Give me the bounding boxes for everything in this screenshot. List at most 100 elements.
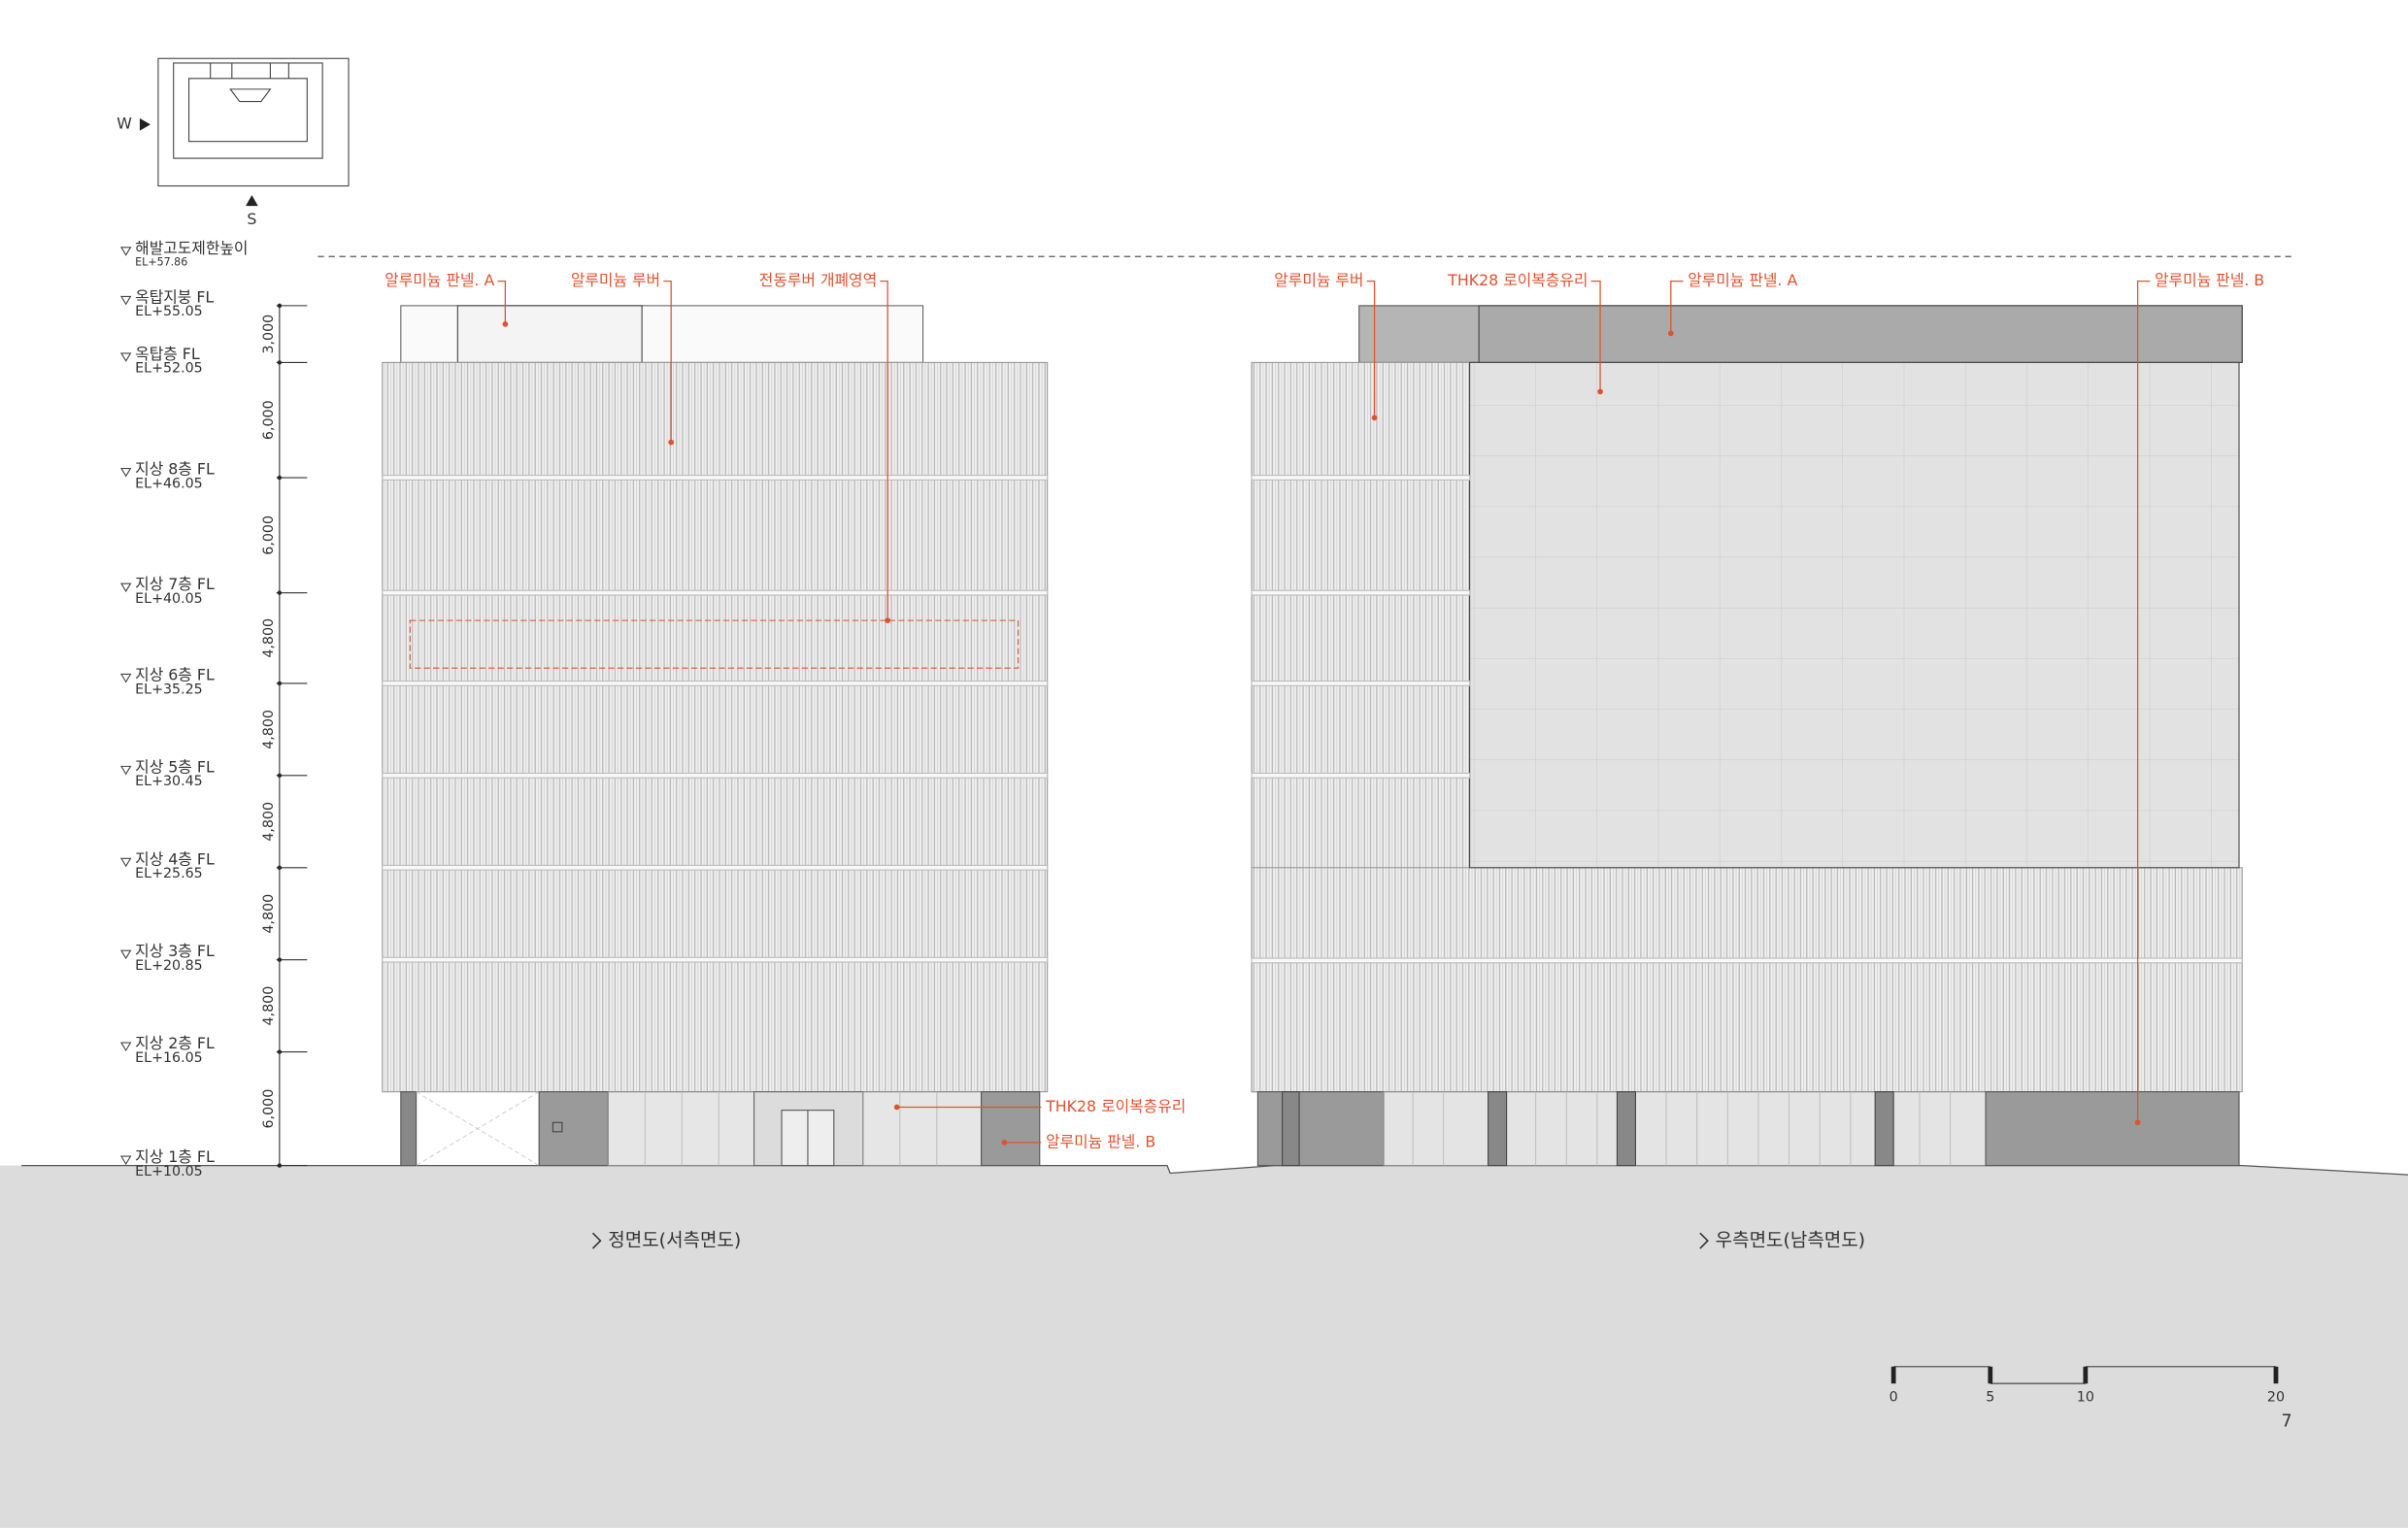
glass	[862, 1091, 983, 1167]
annotation: THK28 로이복층유리	[1045, 1097, 1186, 1115]
level-name: 지상 3층 FL	[135, 942, 215, 960]
caption-chevron	[1699, 1232, 1709, 1249]
panel-detail	[552, 1121, 563, 1133]
key-plan-outline	[173, 62, 323, 159]
dimension-label: 4,800	[261, 986, 277, 1026]
west-arrow	[139, 117, 150, 131]
level-name: 옥탑층 FL	[135, 345, 200, 363]
level-name: 지상 6층 FL	[135, 666, 215, 684]
dark-panel	[538, 1091, 609, 1167]
leader-line	[497, 280, 506, 324]
glass	[1383, 1091, 1987, 1167]
page-number: 7	[2282, 1412, 2292, 1432]
leader-dot	[1001, 1140, 1008, 1146]
level-marker	[119, 1155, 132, 1166]
glass	[607, 1091, 755, 1167]
floor-band	[382, 475, 1049, 481]
annotation: 알루미늄 판넬. B	[1046, 1132, 1155, 1150]
motorized-louver-zone	[409, 619, 1020, 669]
leader-line	[1670, 280, 1684, 334]
scale-label: 20	[2267, 1389, 2285, 1405]
level-marker	[119, 582, 132, 593]
column	[1282, 1091, 1300, 1167]
level-elevation: EL+40.05	[135, 591, 203, 607]
column	[1616, 1091, 1636, 1167]
floor-band	[1251, 772, 1471, 779]
louver-facade	[1251, 867, 2243, 1093]
caption: 정면도(서측면도)	[608, 1230, 741, 1251]
level-elevation: EL+30.45	[135, 774, 203, 789]
south-arrow	[246, 195, 258, 207]
scale-tick	[1988, 1366, 1993, 1384]
key-plan-frame	[157, 57, 350, 187]
leader-dot	[1667, 330, 1674, 337]
level-name: 지상 4층 FL	[135, 849, 215, 868]
dimension-label: 4,800	[261, 894, 277, 934]
level-name: 옥탑지붕 FL	[135, 287, 214, 306]
scale-label: 10	[2077, 1389, 2094, 1405]
dimension-label: 6,000	[261, 1089, 277, 1129]
level-marker	[119, 1042, 132, 1052]
dimension-label: 4,800	[261, 618, 277, 658]
louver-facade	[382, 361, 1049, 1093]
level-name: 지상 8층 FL	[135, 460, 215, 479]
level-marker	[119, 352, 132, 362]
dimension-label: 4,800	[261, 802, 277, 842]
leader-dot	[2134, 1119, 2141, 1126]
annotation: THK28 로이복층유리	[1447, 271, 1588, 289]
dimension-label: 3,000	[261, 315, 277, 354]
dark-panel	[1256, 1091, 1385, 1167]
level-elevation: EL+52.05	[135, 361, 203, 377]
floor-band	[1251, 957, 2243, 964]
scale-bar	[1893, 1366, 2276, 1384]
level-elevation: EL+25.65	[135, 866, 203, 881]
dimension-label: 6,000	[261, 515, 277, 555]
floor-band	[1251, 475, 1471, 481]
leader-dot	[885, 617, 891, 623]
level-name: 지상 1층 FL	[135, 1147, 215, 1166]
annotation: 전동루버 개폐영역	[759, 271, 877, 289]
level-name: 지상 5층 FL	[135, 757, 215, 776]
level-marker	[119, 765, 132, 776]
leader-line	[880, 280, 888, 621]
floor-band	[382, 681, 1049, 686]
annotation: 알루미늄 판넬. A	[385, 271, 494, 289]
dimension-label: 4,800	[261, 710, 277, 749]
dark-panel	[1985, 1091, 2240, 1167]
scale-tick	[1890, 1366, 1896, 1384]
scale-label: 5	[1986, 1389, 1994, 1405]
floor-band	[382, 956, 1049, 963]
floor-band	[1251, 681, 1471, 686]
scale-label: 0	[1890, 1389, 1898, 1405]
leader-line	[1590, 280, 1601, 392]
floor-band	[1251, 589, 1471, 596]
caption-chevron	[591, 1232, 602, 1249]
level-name: 지상 7층 FL	[135, 575, 215, 593]
annotation: 알루미늄 판넬. A	[1688, 271, 1797, 289]
leader-line	[1366, 280, 1376, 418]
leader-dot	[668, 439, 675, 446]
leader-dot	[502, 321, 509, 327]
rooftop-panel	[1478, 305, 2243, 363]
level-marker	[119, 673, 132, 683]
scale-tick	[2273, 1366, 2279, 1384]
level-name: 지상 2층 FL	[135, 1034, 215, 1052]
level-elevation: EL+55.05	[135, 304, 203, 319]
curtain-wall	[1469, 361, 2240, 869]
level-marker	[119, 295, 132, 306]
level-elevation: EL+10.05	[135, 1164, 203, 1179]
level-marker	[119, 857, 132, 868]
ground	[0, 1165, 2408, 1528]
scale-tick	[2083, 1366, 2089, 1384]
key-plan-shape	[229, 88, 272, 103]
level-elevation: EL+57.86	[135, 256, 187, 269]
column	[1874, 1091, 1894, 1167]
level-elevation: EL+16.05	[135, 1050, 203, 1066]
rooftop-box	[456, 305, 643, 363]
annotation: 알루미늄 판넬. B	[2155, 271, 2264, 289]
leader-line	[2137, 280, 2151, 1123]
level-elevation: EL+20.85	[135, 958, 203, 974]
leader-line	[663, 280, 672, 443]
